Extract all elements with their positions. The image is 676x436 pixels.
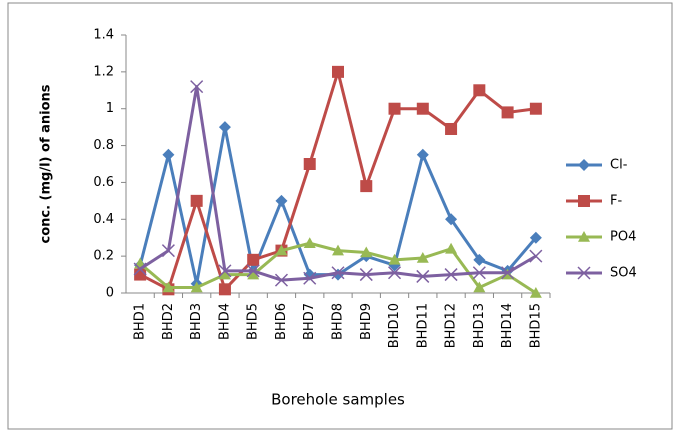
- data-point: [332, 244, 344, 256]
- x-tick-label: BHD4: [217, 303, 232, 340]
- x-tick-label: BHD5: [246, 303, 261, 340]
- data-point: [190, 281, 203, 293]
- data-point: [472, 266, 486, 280]
- data-point: [529, 102, 542, 115]
- y-axis-title: conc. (mg/l) of anions: [39, 84, 54, 243]
- y-tick-label: 0.8: [93, 138, 114, 153]
- data-point: [162, 148, 175, 161]
- x-tick-label: BHD8: [331, 303, 346, 340]
- data-point: [303, 237, 316, 249]
- y-tick-label: 1.2: [93, 64, 114, 79]
- data-point: [388, 266, 402, 280]
- legend-marker: [577, 266, 591, 280]
- data-point: [473, 253, 486, 266]
- data-point: [218, 264, 232, 278]
- data-point: [444, 268, 458, 282]
- legend-label: SO4: [610, 266, 637, 281]
- data-point: [161, 244, 175, 258]
- x-tick-label: BHD7: [302, 303, 317, 340]
- data-point: [247, 253, 260, 266]
- data-point: [501, 266, 515, 280]
- y-tick-label: 1.4: [93, 28, 114, 43]
- x-tick-label: BHD15: [528, 303, 543, 348]
- data-point: [416, 102, 429, 115]
- data-point: [303, 158, 316, 170]
- x-tick-label: BHD12: [444, 303, 459, 348]
- data-point: [134, 268, 147, 281]
- data-point: [416, 269, 430, 283]
- data-point: [218, 268, 231, 280]
- data-point: [473, 281, 486, 293]
- data-point: [360, 246, 373, 258]
- x-tick-label: BHD2: [161, 303, 176, 340]
- y-tick-label: 0.4: [93, 212, 114, 227]
- data-point: [445, 122, 458, 135]
- data-point: [473, 84, 486, 97]
- data-point: [162, 281, 175, 293]
- data-point: [360, 180, 373, 193]
- data-point: [247, 268, 260, 280]
- legend-label: F-: [610, 194, 622, 209]
- data-point: [501, 106, 514, 119]
- legend-marker: [578, 159, 590, 171]
- data-point: [218, 121, 231, 134]
- legend-label: Cl-: [610, 158, 628, 173]
- data-point: [388, 253, 401, 265]
- data-point: [529, 231, 542, 244]
- legend-label: PO4: [610, 230, 636, 245]
- x-tick-label: BHD9: [359, 303, 374, 340]
- data-point: [274, 273, 288, 287]
- data-point: [359, 268, 373, 282]
- data-point: [190, 80, 204, 94]
- data-point: [218, 283, 231, 296]
- x-axis-title: Borehole samples: [271, 391, 405, 409]
- data-point: [275, 244, 288, 256]
- y-tick-label: 1: [106, 101, 114, 116]
- x-tick-label: BHD13: [472, 303, 487, 348]
- data-point: [303, 271, 317, 285]
- y-tick-label: 0: [106, 286, 114, 301]
- data-point: [445, 213, 458, 226]
- data-point: [529, 249, 543, 263]
- data-point: [275, 194, 288, 207]
- data-point: [529, 287, 542, 298]
- data-point: [190, 194, 203, 207]
- x-tick-label: BHD1: [133, 303, 148, 340]
- x-tick-label: BHD6: [274, 303, 289, 340]
- data-point: [246, 264, 260, 278]
- y-tick-label: 0.6: [93, 175, 114, 190]
- data-point: [133, 262, 147, 276]
- data-point: [416, 148, 429, 161]
- data-point: [331, 266, 345, 280]
- legend-marker: [578, 231, 590, 242]
- data-point: [332, 65, 344, 78]
- data-point: [388, 102, 401, 115]
- legend-marker: [578, 195, 590, 207]
- data-point: [445, 242, 458, 254]
- x-tick-label: BHD14: [500, 303, 515, 348]
- x-tick-label: BHD11: [415, 303, 430, 348]
- y-tick-label: 0.2: [93, 249, 114, 264]
- x-tick-label: BHD10: [387, 303, 402, 348]
- data-point: [416, 251, 429, 263]
- x-tick-label: BHD3: [189, 303, 204, 340]
